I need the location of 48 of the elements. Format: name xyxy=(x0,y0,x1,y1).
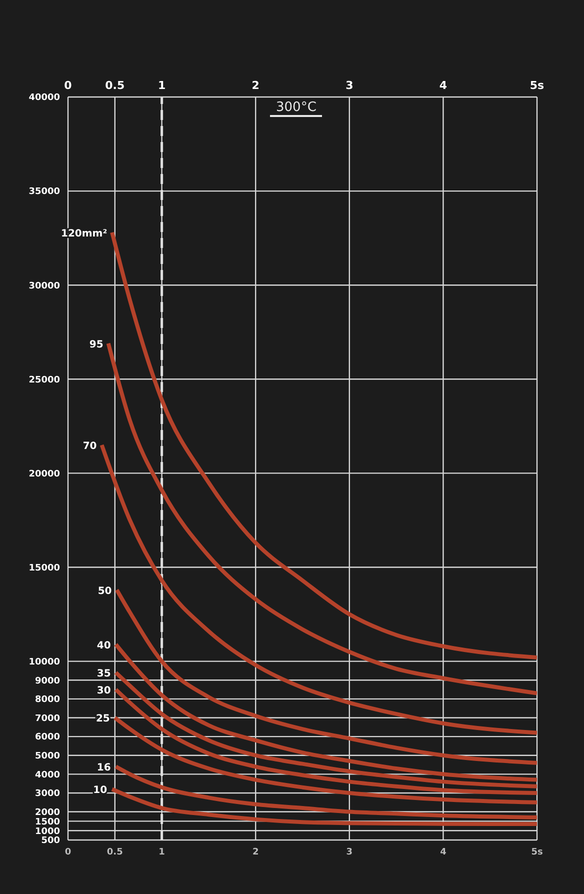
series-label: 50 xyxy=(98,586,112,597)
y-tick-label: 20000 xyxy=(28,469,60,480)
line-series xyxy=(114,642,537,782)
line-series xyxy=(110,787,537,826)
x2-tick-label: 0.5 xyxy=(106,847,123,858)
y-tick-label: 15000 xyxy=(28,563,60,574)
series-label: 35 xyxy=(96,668,111,680)
line-series xyxy=(114,764,537,820)
y-tick-label: 9000 xyxy=(34,676,60,686)
y-tick-label: 10000 xyxy=(28,658,60,668)
x-tick-label: 3 xyxy=(346,79,354,92)
y-tick-label: 40000 xyxy=(28,93,60,104)
line-series xyxy=(112,716,537,804)
chart-title: 300°C xyxy=(270,100,322,117)
line-series xyxy=(114,670,537,788)
y-tick-label: 6000 xyxy=(34,732,60,743)
x-tick-label: 0.5 xyxy=(105,79,125,92)
x-tick-label: 2 xyxy=(252,79,260,92)
x-tick-label: 4 xyxy=(439,79,448,92)
series-label: 40 xyxy=(96,640,111,652)
series-label: 95 xyxy=(89,339,104,350)
y-tick-label: 1500 xyxy=(34,817,60,828)
y-tick-label: 8000 xyxy=(34,695,60,706)
y-tick-label: 3000 xyxy=(34,789,60,800)
y-tick-label: 35000 xyxy=(28,187,60,198)
line-series xyxy=(114,588,537,765)
x2-tick-label: 1 xyxy=(158,847,165,858)
x2-tick-label: 4 xyxy=(440,847,446,858)
series-label: 30 xyxy=(96,686,111,697)
x2-tick-label: 2 xyxy=(252,847,259,858)
x-tick-label: 0 xyxy=(64,79,72,92)
x2-tick-label: 5s xyxy=(531,847,543,858)
line-series xyxy=(110,230,537,660)
y-tick-label: 500 xyxy=(41,836,60,846)
x-tick-label: 5s xyxy=(530,79,545,92)
series-label: 70 xyxy=(82,440,97,452)
x-tick-label: 1 xyxy=(158,79,166,92)
y-tick-label: 7000 xyxy=(34,714,60,724)
x2-tick-label: 0 xyxy=(64,847,72,858)
y-tick-label: 4000 xyxy=(34,770,60,780)
y-tick-label: 1000 xyxy=(34,826,60,837)
y-tick-label: 30000 xyxy=(28,281,60,292)
x2-tick-label: 3 xyxy=(346,847,353,858)
series-label: 16 xyxy=(96,762,111,774)
y-tick-label: 2000 xyxy=(34,808,60,818)
line-series xyxy=(114,688,537,795)
y-tick-label: 5000 xyxy=(34,752,60,762)
y-tick-label: 25000 xyxy=(28,375,60,386)
